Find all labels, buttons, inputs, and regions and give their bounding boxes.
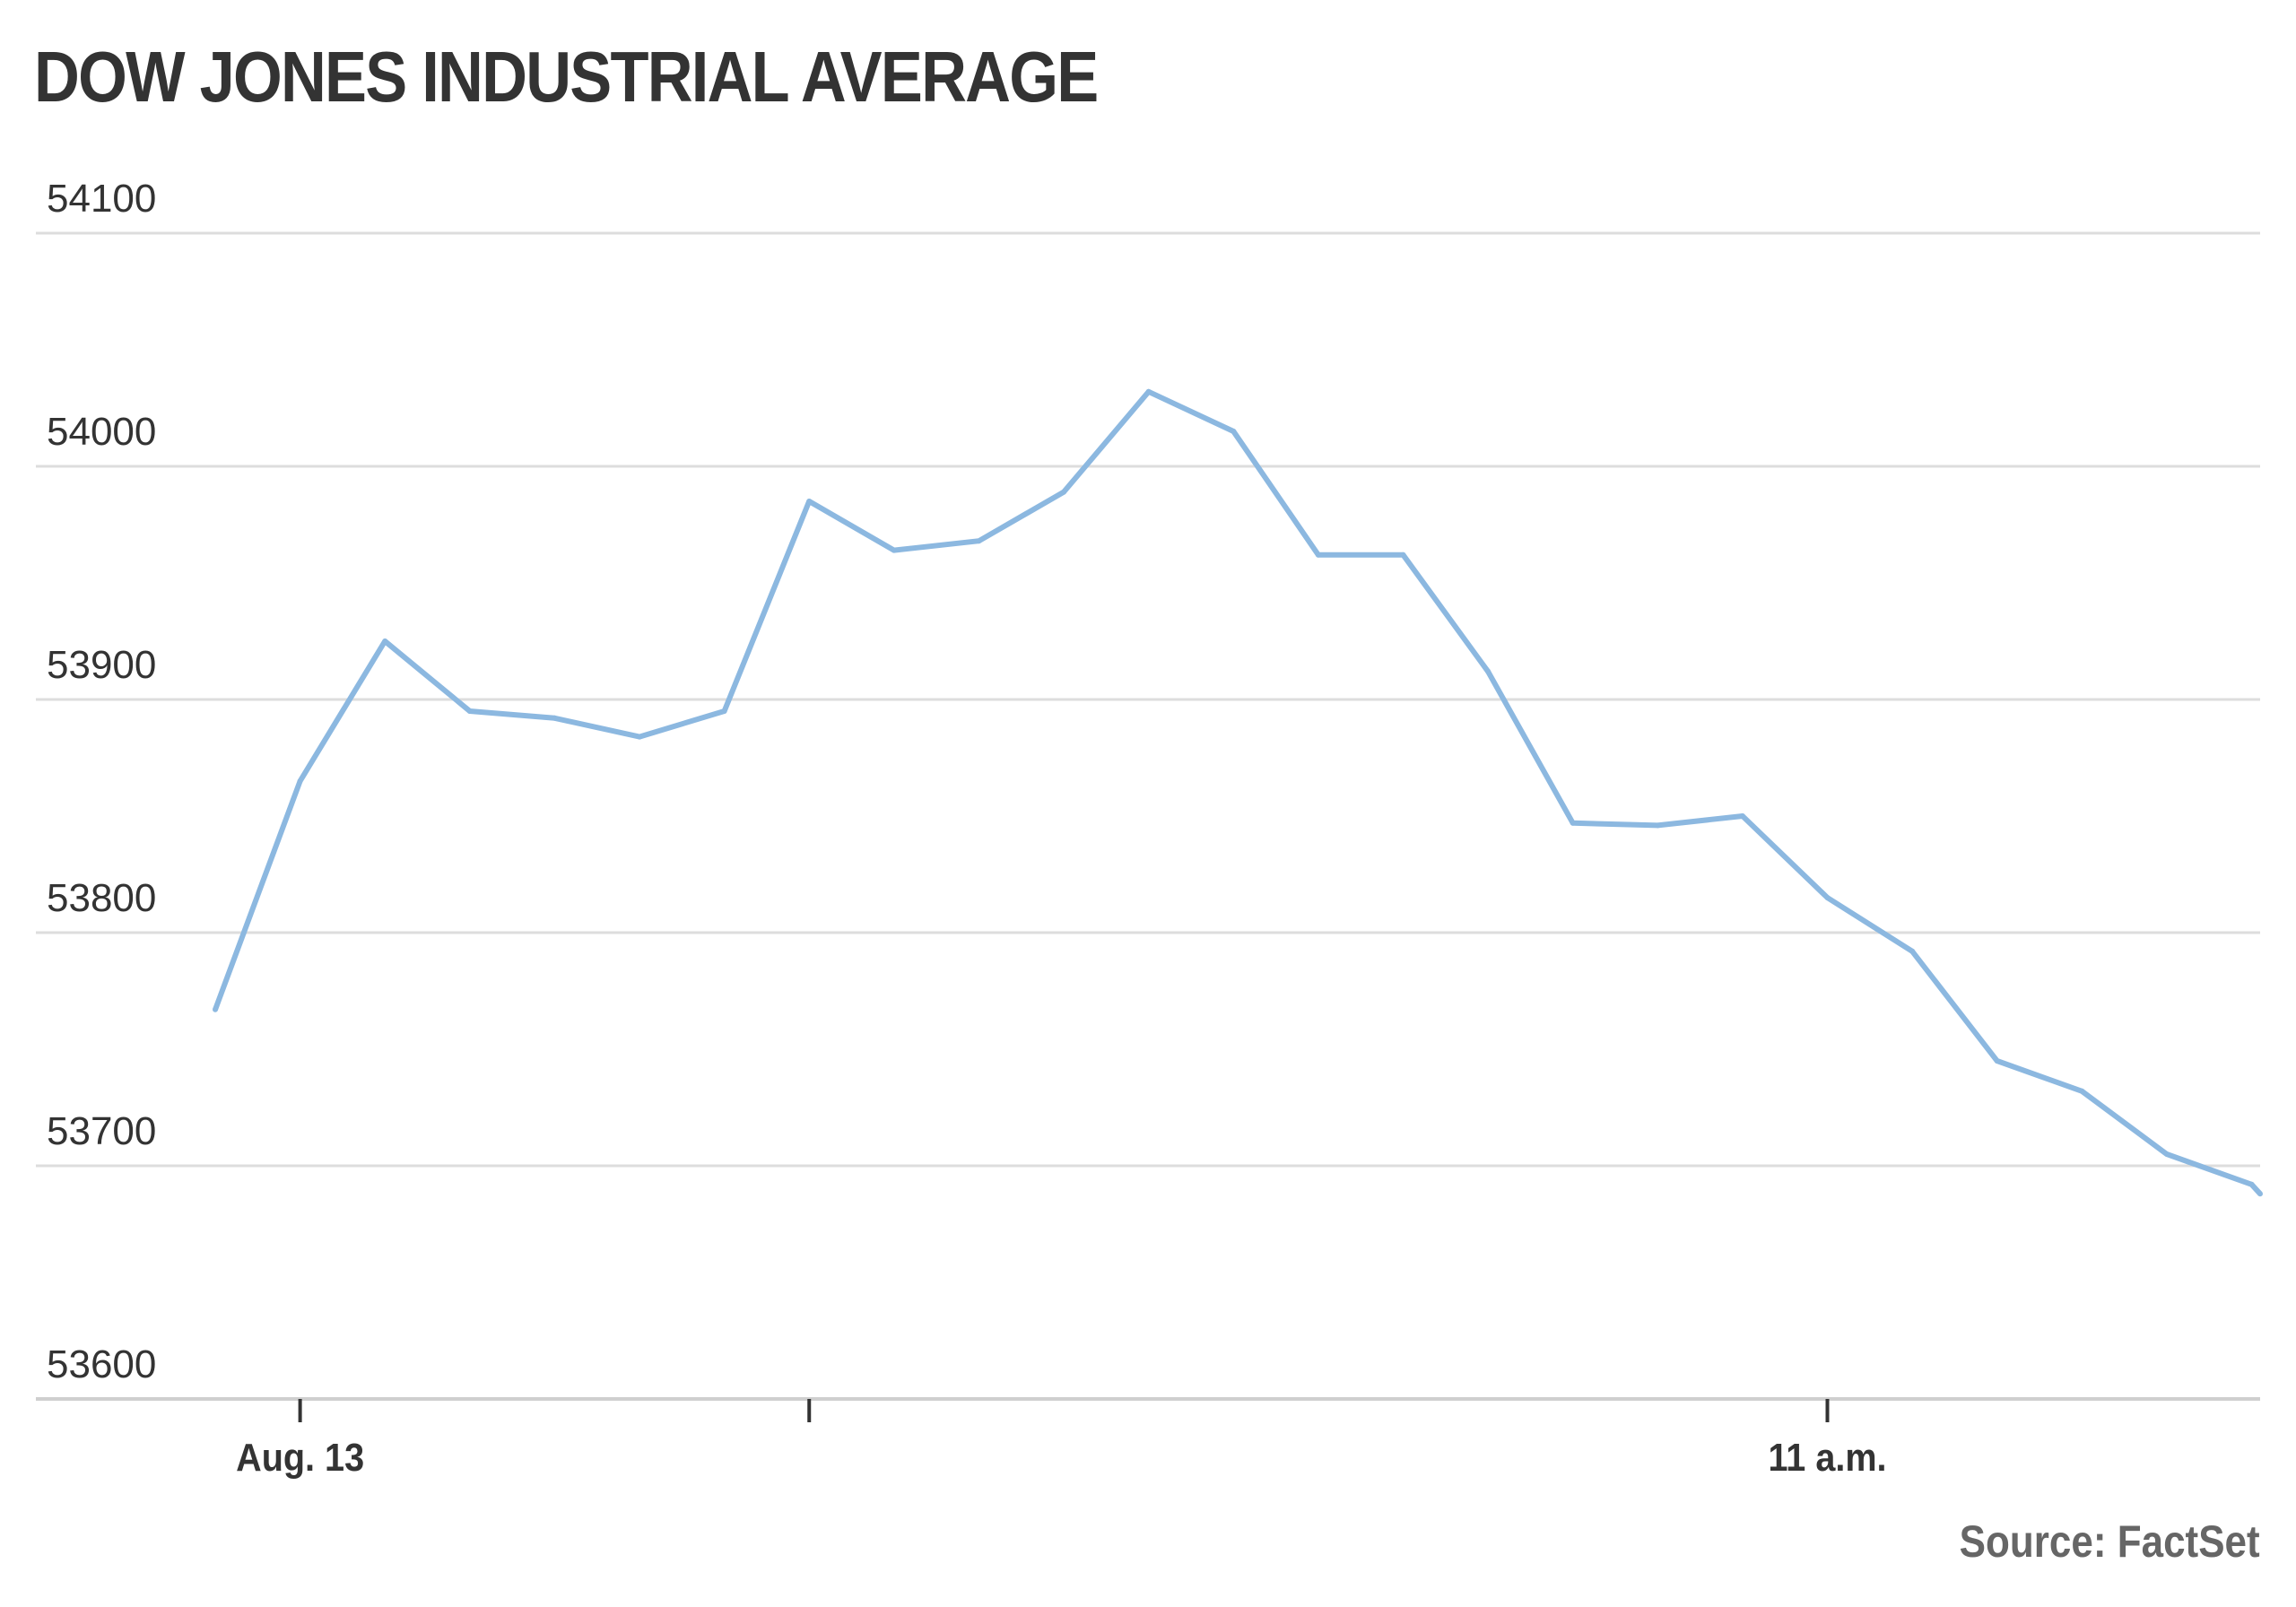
data-point [1824,895,1831,900]
data-point [721,708,727,714]
data-point [1909,948,1916,954]
x-tick-label: 11 a.m. [1768,1435,1886,1479]
data-point [2163,1151,2170,1157]
chart-title: DOW JONES INDUSTRIAL AVERAGE [34,37,1099,117]
data-point [806,499,813,504]
data-point [1145,388,1152,395]
data-point [1061,489,1067,495]
data-point [976,538,982,544]
data-point [213,1006,218,1012]
x-axis: Aug. 13 11 a.m. [236,1399,1887,1479]
data-point [382,638,388,644]
data-point [2257,1191,2263,1197]
y-tick-label: 53700 [47,1109,156,1153]
y-tick-label: 53600 [47,1342,156,1386]
data-point [1655,822,1661,829]
data-point [2079,1088,2085,1094]
data-point [891,547,897,553]
data-point [1231,429,1237,434]
data-point [297,778,303,784]
series-layer [213,388,2263,1197]
y-tick-label: 54100 [47,177,156,221]
series-line [213,388,2263,1196]
y-tick-label: 53800 [47,876,156,920]
x-tick-label: Aug. 13 [236,1435,364,1479]
data-point [1485,668,1492,674]
data-point [1315,552,1321,558]
data-point [1994,1058,2000,1064]
y-tick-label: 54000 [47,410,156,454]
y-axis-tick-labels: 53600 53700 53800 53900 54000 54100 [47,177,156,1386]
source-note: Source: FactSet [1960,1516,2260,1567]
data-point [552,715,558,721]
data-point [2248,1181,2255,1187]
data-point [1739,813,1745,819]
data-point [1400,552,1406,558]
data-point [466,708,473,714]
y-tick-label: 53900 [47,643,156,687]
data-point [1570,820,1576,826]
gridlines [36,231,2260,1401]
data-point [637,734,643,740]
